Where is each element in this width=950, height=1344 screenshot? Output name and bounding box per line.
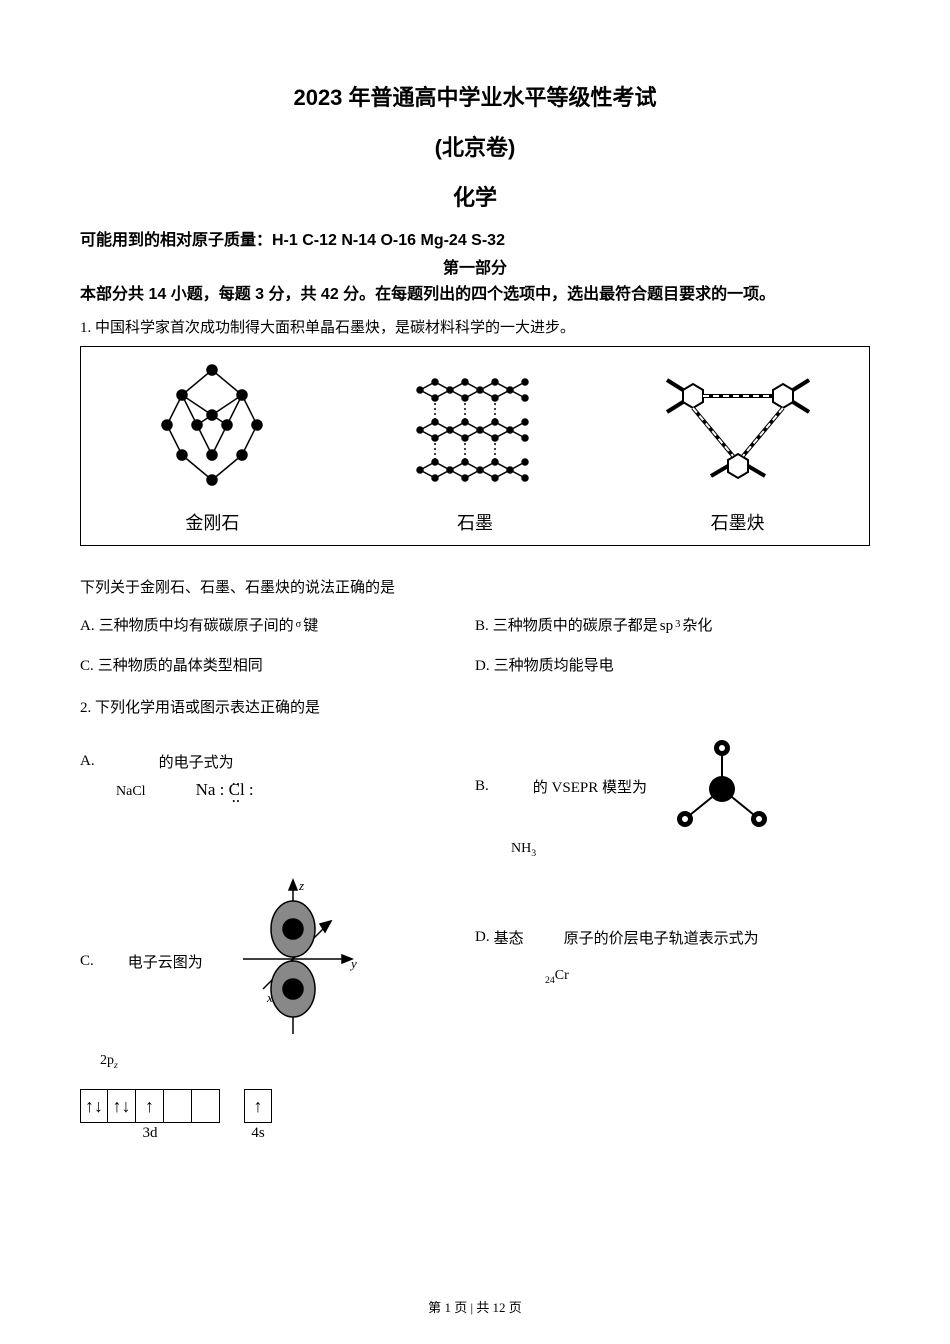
exam-title: 2023 年普通高中学业水平等级性考试 xyxy=(80,80,870,112)
q1-option-b: B. 三种物质中的碳原子都是 sp3 杂化 xyxy=(475,606,870,646)
option-label: D. xyxy=(475,929,490,946)
footer-text: 页 xyxy=(506,1300,522,1315)
q1-figure-row: 金刚石 xyxy=(80,346,870,546)
formula-text: Cr xyxy=(555,968,569,983)
option-text: 电子云图为 xyxy=(128,951,203,972)
option-label: C. xyxy=(80,654,94,678)
figure-graphyne: 石墨炔 xyxy=(606,347,869,545)
q2-option-a: A. 的电子式为 NaCl Na : Cl :.... xyxy=(80,726,475,826)
figure-graphite: 石墨 xyxy=(344,347,607,545)
option-label: A. xyxy=(80,753,95,770)
orbital-diagram: ↑↓ ↑↓ ↑ 3d ↑ 4s xyxy=(80,1089,870,1142)
formula-sub: 3 xyxy=(531,847,536,858)
svg-text:y: y xyxy=(349,956,357,971)
orbital-label: 4s xyxy=(251,1125,264,1142)
q2-option-b: B. 的 VSEPR 模型为 NH3 xyxy=(475,726,870,867)
option-text: 三种物质的晶体类型相同 xyxy=(98,654,263,678)
section-instructions: 本部分共 14 小题，每题 3 分，共 42 分。在每题列出的四个选项中，选出最… xyxy=(80,282,870,308)
figure-diamond: 金刚石 xyxy=(81,347,344,545)
orbital-label: 3d xyxy=(143,1125,158,1142)
page-total: 12 xyxy=(493,1300,506,1315)
sigma-symbol: σ xyxy=(296,617,302,634)
option-text: 杂化 xyxy=(682,614,712,638)
option-text: 三种物质均能导电 xyxy=(494,654,614,678)
q2-stem: 2. 下列化学用语或图示表达正确的是 xyxy=(80,696,870,720)
q1-subprompt: 下列关于金刚石、石墨、石墨炔的说法正确的是 xyxy=(80,576,870,600)
option-text: 三种物质中均有碳碳原子间的 xyxy=(99,614,294,638)
diamond-structure-icon xyxy=(85,355,340,505)
option-text: 基态 xyxy=(494,927,524,948)
figure-caption: 金刚石 xyxy=(185,509,239,535)
option-label: B. xyxy=(475,614,489,638)
figure-caption: 石墨 xyxy=(457,509,493,535)
cr-formula: 24Cr xyxy=(545,968,870,986)
q1-stem: 1. 中国科学家首次成功制得大面积单晶石墨炔，是碳材料科学的一大进步。 xyxy=(80,316,870,340)
atomic-mass-note: 可能用到的相对原子质量：H-1 C-12 N-14 O-16 Mg-24 S-3… xyxy=(80,226,870,250)
option-text: 三种物质中的碳原子都是 xyxy=(493,614,658,638)
q2-option-c: C. 电子云图为 xyxy=(80,866,475,1079)
nh3-formula: NH3 xyxy=(511,841,870,859)
electron-box xyxy=(192,1089,220,1123)
2pz-formula: 2pz xyxy=(100,1053,475,1071)
exam-subject: 化学 xyxy=(80,180,870,212)
nacl-formula: NaCl xyxy=(116,784,146,800)
exam-region: (北京卷) xyxy=(80,130,870,162)
orbital-3d-group: ↑↓ ↑↓ ↑ 3d xyxy=(80,1089,220,1142)
graphite-structure-icon xyxy=(348,355,603,505)
electron-box: ↑ xyxy=(136,1089,164,1123)
svg-text:z: z xyxy=(298,878,304,893)
option-label: D. xyxy=(475,654,490,678)
q1-options: A. 三种物质中均有碳碳原子间的 σ 键 B. 三种物质中的碳原子都是 sp3 … xyxy=(80,606,870,686)
q1-option-c: C. 三种物质的晶体类型相同 xyxy=(80,646,475,686)
option-label: C. xyxy=(80,953,94,970)
formula-text: 2p xyxy=(100,1053,114,1068)
electron-box: ↑↓ xyxy=(108,1089,136,1123)
page-footer: 第 1 页 | 共 12 页 xyxy=(0,1297,950,1316)
section-heading: 第一部分 xyxy=(80,254,870,278)
q2-options: A. 的电子式为 NaCl Na : Cl :.... B. 的 VSEPR 模… xyxy=(80,726,870,1080)
option-text: 键 xyxy=(303,614,318,638)
option-text: 的电子式为 xyxy=(159,751,234,772)
q1-option-d: D. 三种物质均能导电 xyxy=(475,646,870,686)
electron-box: ↑↓ xyxy=(80,1089,108,1123)
option-text: 原子的价层电子轨道表示式为 xyxy=(564,927,759,948)
option-label: B. xyxy=(475,778,489,795)
option-text: 的 VSEPR 模型为 xyxy=(533,776,647,797)
electron-box: ↑ xyxy=(244,1089,272,1123)
q1-option-a: A. 三种物质中均有碳碳原子间的 σ 键 xyxy=(80,606,475,646)
footer-text: 第 xyxy=(428,1300,444,1315)
formula-sub: z xyxy=(114,1060,118,1071)
option-label: A. xyxy=(80,614,95,638)
sp-sup: 3 xyxy=(675,617,680,634)
footer-text: 页 | 共 xyxy=(451,1300,493,1315)
electron-box xyxy=(164,1089,192,1123)
graphyne-structure-icon xyxy=(610,355,865,505)
vsepr-model-icon xyxy=(667,734,777,839)
orbital-4s-group: ↑ 4s xyxy=(244,1089,272,1142)
svg-text:x: x xyxy=(266,990,273,1005)
formula-presub: 24 xyxy=(545,975,555,986)
electron-cloud-icon: z y x xyxy=(223,874,363,1049)
sp-label: sp xyxy=(660,614,673,638)
figure-caption: 石墨炔 xyxy=(711,509,765,535)
formula-text: NH xyxy=(511,841,531,856)
q2-option-d: D. 基态 原子的价层电子轨道表示式为 24Cr xyxy=(475,866,870,1046)
lewis-structure: Na : Cl :.... xyxy=(196,780,254,800)
